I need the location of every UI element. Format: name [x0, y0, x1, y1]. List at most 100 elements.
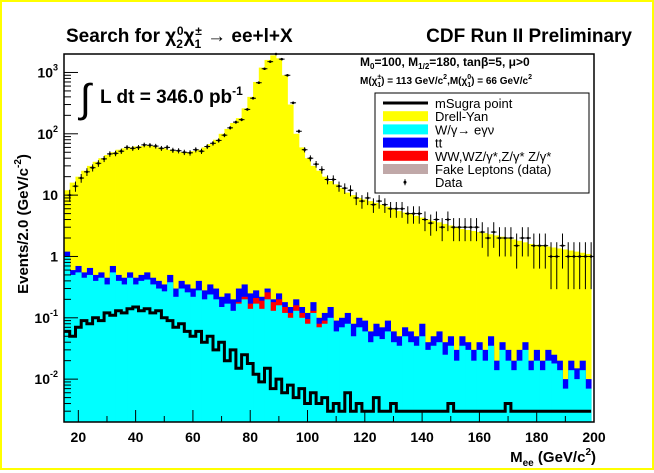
bar-w-gamma [276, 305, 283, 422]
bar-w-gamma [379, 339, 386, 422]
bar-w-gamma [92, 280, 99, 422]
bar-w-gamma [321, 323, 328, 422]
data-marker [142, 143, 146, 147]
title-pre: Search for [66, 26, 165, 47]
bar-drell-yan [304, 158, 311, 422]
bar-drell-yan [568, 250, 575, 422]
data-marker [131, 147, 135, 150]
bar-drell-yan [551, 247, 558, 422]
data-marker [240, 118, 243, 121]
data-point [267, 60, 274, 63]
bar-drell-yan [390, 208, 397, 422]
axes: 20 40 60 80 100 120 140 160 180 20010-210-1110102… [34, 53, 606, 445]
data-point [508, 227, 514, 257]
data-marker [463, 225, 467, 229]
data-point [330, 175, 337, 185]
p1-t1: =100, M [374, 55, 418, 69]
data-marker [320, 168, 324, 171]
data-point [215, 138, 222, 143]
bar-drell-yan [562, 249, 569, 422]
xlabel-m: M [510, 449, 523, 466]
data-marker [354, 196, 358, 200]
data-marker [349, 188, 352, 192]
data-marker [589, 255, 593, 258]
data-point [393, 201, 400, 218]
bar-w-gamma [212, 299, 220, 422]
bar-drell-yan [539, 245, 546, 422]
bar-w-gamma [539, 370, 546, 422]
bar-drell-yan [499, 236, 506, 422]
data-marker [521, 236, 524, 240]
bar-w-gamma [545, 360, 552, 422]
bar-w-gamma [69, 274, 76, 422]
bar-drell-yan [545, 246, 552, 422]
ylabel-sup: -2 [13, 159, 24, 168]
bar-drell-yan [201, 147, 208, 422]
data-point [301, 147, 308, 153]
data-marker [486, 236, 490, 240]
title-chi: χ [165, 26, 176, 47]
bar-w-gamma [402, 336, 409, 422]
data-marker [91, 166, 94, 170]
bar-w-gamma [64, 256, 71, 422]
data-point [559, 233, 566, 269]
bar-w-gamma [121, 284, 128, 422]
bar-w-gamma [442, 354, 449, 422]
bar-w-gamma [161, 291, 168, 422]
data-marker [566, 255, 570, 258]
data-point [135, 145, 142, 150]
title-chi-2: χ [184, 26, 195, 47]
bar-drell-yan [276, 58, 283, 422]
bar-w-gamma [155, 288, 162, 422]
data-marker [211, 141, 215, 145]
y-tick-label: 103 [37, 62, 58, 80]
bar-drell-yan [287, 104, 294, 422]
bar-drell-yan [344, 192, 351, 422]
data-marker [74, 184, 77, 188]
bar-w-gamma [293, 310, 300, 422]
data-point [152, 143, 159, 149]
x-tick-label: 20 [71, 429, 87, 445]
bar-w-gamma [109, 272, 116, 422]
bar-w-gamma [218, 306, 225, 422]
data-point [238, 118, 245, 122]
data-point [439, 218, 446, 242]
data-point [129, 145, 136, 151]
bar-drell-yan [465, 230, 472, 422]
data-point [582, 242, 589, 290]
data-point [370, 198, 377, 213]
data-point [84, 168, 90, 176]
data-point [376, 195, 382, 209]
y-tick-base: 10 [34, 371, 50, 387]
data-point [450, 218, 457, 242]
title-sub2: 1 [195, 37, 202, 51]
data-marker [205, 145, 209, 148]
bar-drell-yan [470, 231, 477, 422]
y-tick-label: 10 [42, 187, 58, 203]
data-marker [498, 236, 501, 240]
bar-drell-yan [556, 248, 563, 422]
legend-swatch-wg [383, 124, 428, 135]
bar-w-gamma [407, 342, 414, 422]
msugra-line [64, 305, 592, 413]
data-point [490, 222, 497, 248]
bar-drell-yan [373, 202, 380, 422]
bar-drell-yan [172, 151, 179, 422]
title-post: → ee+l+X [202, 26, 293, 47]
bar-drell-yan [522, 242, 529, 422]
bar-drell-yan [424, 219, 432, 422]
bar-w-gamma [470, 360, 477, 422]
bar-w-gamma [172, 296, 179, 422]
legend-swatch-tt [383, 137, 428, 148]
data-point [89, 164, 96, 172]
data-point [198, 148, 205, 154]
data-point [565, 242, 572, 290]
data-marker [291, 101, 295, 105]
data-point [479, 222, 486, 248]
bar-drell-yan [207, 144, 214, 423]
data-point [78, 174, 85, 183]
p2-b-sup: 2 [443, 74, 447, 81]
bar-w-gamma [149, 284, 157, 422]
bar-w-gamma [579, 370, 586, 422]
ylabel-end: ) [15, 154, 32, 159]
